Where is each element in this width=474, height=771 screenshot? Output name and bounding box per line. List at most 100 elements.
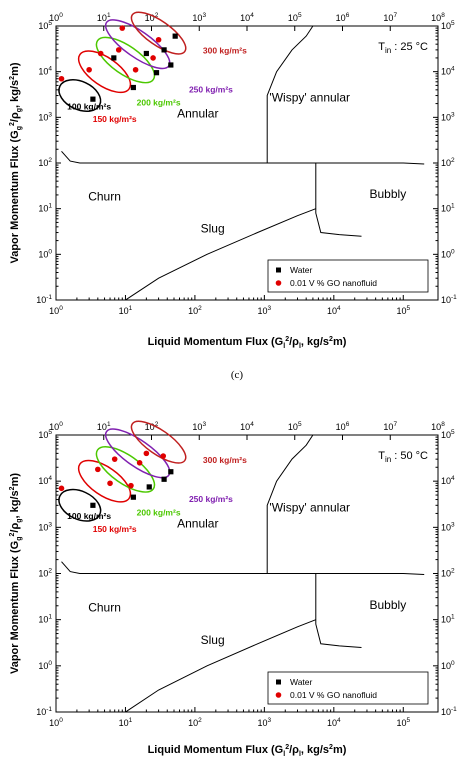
mass-flux-label: 300 kg/m²s <box>203 45 247 55</box>
x-bottom-tick-label: 100 <box>49 717 63 728</box>
nanofluid-data-point <box>150 55 156 61</box>
water-data-point <box>130 494 136 500</box>
y-right-tick-label: 100 <box>441 660 455 671</box>
figure-caption: (c) <box>231 369 244 381</box>
mass-flux-label: 250 kg/m²s <box>189 494 233 504</box>
x-bottom-tick-label: 103 <box>258 717 272 728</box>
bubbly-boundary <box>315 573 362 648</box>
legend-entry-label: Water <box>290 677 313 687</box>
y-right-tick-label: 105 <box>441 20 455 31</box>
mass-flux-label: 150 kg/m²s <box>93 524 137 534</box>
inlet-temperature-label: Tin : 25 °C <box>378 41 428 55</box>
mass-flux-ellipse <box>58 79 102 113</box>
region-label: 'Wispy' annular <box>269 501 350 515</box>
nanofluid-data-point <box>86 66 92 73</box>
y-right-tick-label: 104 <box>441 66 455 77</box>
y-left-tick-label: 105 <box>38 429 52 440</box>
x-top-tick-label: 102 <box>145 421 159 432</box>
y-right-tick-label: 10-1 <box>441 294 457 305</box>
legend-marker-nanofluid <box>275 692 282 698</box>
mass-flux-ellipse <box>104 428 171 479</box>
y-left-tick-label: 100 <box>38 660 52 671</box>
x-bottom-tick-label: 104 <box>327 305 341 316</box>
nanofluid-data-point <box>136 459 143 466</box>
y-left-tick-label: 100 <box>38 248 52 259</box>
y-right-tick-label: 105 <box>441 429 455 440</box>
slug-churn-boundary <box>125 619 316 713</box>
region-label: Annular <box>177 516 218 530</box>
x-top-tick-label: 103 <box>192 421 206 432</box>
nanofluid-data-point <box>58 75 65 82</box>
water-data-point <box>146 484 152 490</box>
annular-churn-boundary <box>61 561 425 575</box>
nanofluid-data-point <box>119 25 126 31</box>
mass-flux-ellipse <box>130 420 187 464</box>
x-bottom-tick-label: 105 <box>396 717 410 728</box>
y-right-tick-label: 100 <box>441 248 455 259</box>
mass-flux-label: 100 kg/m²s <box>67 101 111 111</box>
x-bottom-tick-label: 101 <box>119 305 133 316</box>
mass-flux-ellipse <box>130 11 187 55</box>
nanofluid-data-point <box>115 47 122 53</box>
slug-churn-boundary <box>125 208 316 301</box>
bubbly-boundary <box>315 163 362 237</box>
nanofluid-data-point <box>128 482 134 489</box>
x-top-tick-label: 105 <box>288 421 302 432</box>
wispy-annular-boundary <box>266 25 314 163</box>
nanofluid-data-point <box>132 66 139 73</box>
y-right-tick-label: 104 <box>441 475 455 486</box>
water-data-point <box>90 502 96 508</box>
mass-flux-ellipse <box>58 488 102 522</box>
x-top-tick-label: 101 <box>97 421 111 432</box>
mass-flux-ellipse <box>77 50 132 94</box>
annular-churn-boundary <box>61 150 425 165</box>
x-bottom-tick-label: 102 <box>188 717 202 728</box>
nanofluid-data-point <box>58 485 65 492</box>
y-left-tick-label: 101 <box>38 203 52 214</box>
nanofluid-data-point <box>160 453 167 459</box>
mass-flux-label: 200 kg/m²s <box>137 98 181 108</box>
y-left-tick-label: 103 <box>38 521 52 532</box>
x-bottom-tick-label: 104 <box>327 717 341 728</box>
region-label: Bubbly <box>370 187 407 201</box>
nanofluid-data-point <box>111 456 118 462</box>
x-top-tick-label: 108 <box>431 12 445 23</box>
y-left-tick-label: 102 <box>38 568 52 579</box>
y-right-tick-label: 101 <box>441 614 455 625</box>
mass-flux-ellipse <box>95 446 156 493</box>
x-axis-label: Liquid Momentum Flux (Gl2/ρl, kg/s2m) <box>148 336 347 350</box>
x-top-tick-label: 100 <box>49 12 63 23</box>
nanofluid-data-point <box>107 480 113 487</box>
y-right-tick-label: 101 <box>441 203 455 214</box>
x-top-tick-label: 105 <box>288 12 302 23</box>
nanofluid-data-point <box>95 466 101 473</box>
water-data-point <box>161 47 167 53</box>
water-data-point <box>130 84 136 91</box>
mass-flux-label: 100 kg/m²s <box>67 511 111 521</box>
nanofluid-data-point <box>143 450 150 457</box>
inlet-temperature-label: Tin : 50 °C <box>378 450 428 464</box>
region-label: 'Wispy' annular <box>269 91 350 105</box>
x-top-tick-label: 107 <box>383 421 397 432</box>
x-bottom-tick-label: 105 <box>396 305 410 316</box>
region-label: Slug <box>201 222 225 236</box>
y-axis-label: Vapor Momentum Flux (Gg2/ρg, kg/s2m) <box>9 62 23 263</box>
x-top-tick-label: 102 <box>145 12 159 23</box>
legend-entry-label: Water <box>290 265 313 275</box>
x-top-tick-label: 103 <box>192 12 206 23</box>
y-left-tick-label: 105 <box>38 20 52 31</box>
mass-flux-label: 150 kg/m²s <box>93 114 137 124</box>
region-label: Bubbly <box>370 598 407 612</box>
x-top-tick-label: 107 <box>383 12 397 23</box>
x-top-tick-label: 100 <box>49 421 63 432</box>
x-top-tick-label: 104 <box>240 421 254 432</box>
region-label: Churn <box>88 601 121 615</box>
y-left-tick-label: 104 <box>38 66 52 77</box>
x-bottom-tick-label: 102 <box>188 305 202 316</box>
water-data-point <box>153 70 160 76</box>
mass-flux-label: 250 kg/m²s <box>189 84 233 94</box>
legend-box <box>267 259 429 293</box>
water-data-point <box>168 469 174 475</box>
nanofluid-data-point <box>155 36 162 43</box>
